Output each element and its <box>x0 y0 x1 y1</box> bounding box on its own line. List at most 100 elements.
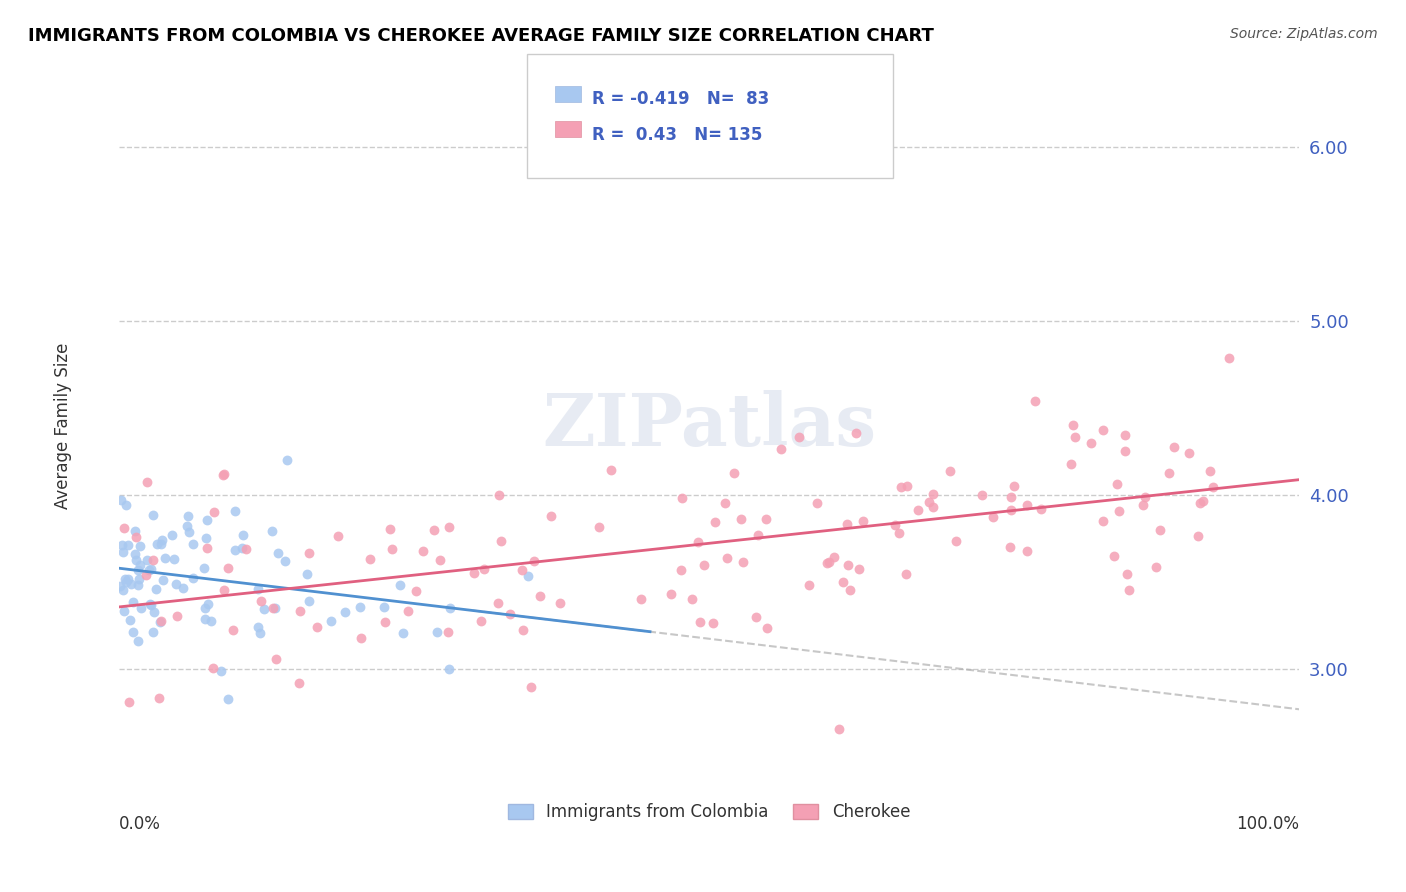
Text: Average Family Size: Average Family Size <box>53 343 72 508</box>
Point <box>115 574 138 589</box>
Point <box>288 604 311 618</box>
Point <box>388 578 411 592</box>
Point <box>1114 443 1136 458</box>
Point <box>733 555 755 569</box>
Point <box>1000 503 1022 517</box>
Point <box>1102 549 1125 563</box>
Point <box>723 467 745 481</box>
Point <box>127 564 149 578</box>
Point <box>217 692 239 706</box>
Point <box>359 552 381 566</box>
Point <box>1177 446 1199 460</box>
Point <box>195 541 218 555</box>
Point <box>894 566 917 581</box>
Point <box>839 583 862 598</box>
Point <box>817 556 839 570</box>
Point <box>437 520 460 534</box>
Point <box>412 543 434 558</box>
Point <box>307 620 329 634</box>
Point <box>247 620 270 634</box>
Point <box>374 615 396 629</box>
Point <box>945 534 967 549</box>
Point <box>907 503 929 517</box>
Point <box>288 675 311 690</box>
Point <box>1149 523 1171 537</box>
Point <box>510 563 533 577</box>
Point <box>437 625 460 640</box>
Point <box>108 579 131 593</box>
Point <box>117 572 139 586</box>
Point <box>326 529 349 543</box>
Point <box>1115 566 1137 581</box>
Point <box>127 578 149 592</box>
Point <box>112 544 135 558</box>
Point <box>806 496 828 510</box>
Point <box>122 595 145 609</box>
Point <box>165 577 187 591</box>
Point <box>918 495 941 509</box>
Point <box>1163 440 1185 454</box>
Point <box>837 516 859 531</box>
Point <box>972 488 994 502</box>
Point <box>517 569 540 583</box>
Point <box>155 550 177 565</box>
Point <box>1202 480 1225 494</box>
Point <box>747 528 769 542</box>
Legend: Immigrants from Colombia, Cherokee: Immigrants from Colombia, Cherokee <box>501 797 917 828</box>
Point <box>681 592 703 607</box>
Point <box>298 594 321 608</box>
Point <box>335 605 357 619</box>
Point <box>145 582 167 597</box>
Point <box>1218 351 1240 366</box>
Point <box>396 604 419 618</box>
Point <box>110 492 132 507</box>
Point <box>183 572 205 586</box>
Point <box>247 582 270 596</box>
Point <box>1188 495 1211 509</box>
Point <box>148 690 170 705</box>
Point <box>136 553 159 567</box>
Point <box>224 543 246 558</box>
Point <box>204 505 226 519</box>
Point <box>125 553 148 567</box>
Point <box>124 524 146 538</box>
Point <box>540 509 562 524</box>
Point <box>321 614 343 628</box>
Point <box>250 594 273 608</box>
Point <box>197 597 219 611</box>
Point <box>124 548 146 562</box>
Point <box>122 625 145 640</box>
Point <box>488 488 510 502</box>
Point <box>112 604 135 618</box>
Point <box>195 513 218 527</box>
Point <box>141 562 163 576</box>
Point <box>378 522 401 536</box>
Point <box>143 605 166 619</box>
Point <box>150 533 173 547</box>
Point <box>117 538 139 552</box>
Text: 0.0%: 0.0% <box>118 815 160 833</box>
Point <box>797 578 820 592</box>
Point <box>512 623 534 637</box>
Point <box>787 430 810 444</box>
Point <box>896 478 918 492</box>
Point <box>152 573 174 587</box>
Point <box>172 582 194 596</box>
Point <box>889 525 911 540</box>
Point <box>1114 428 1136 442</box>
Point <box>702 616 724 631</box>
Point <box>1144 560 1167 574</box>
Point <box>630 591 652 606</box>
Point <box>1157 466 1180 480</box>
Point <box>1192 494 1215 508</box>
Point <box>1091 514 1114 528</box>
Point <box>1187 529 1209 543</box>
Point <box>883 517 905 532</box>
Point <box>770 442 793 456</box>
Point <box>276 453 298 467</box>
Point <box>114 572 136 586</box>
Point <box>112 583 135 598</box>
Point <box>588 520 610 534</box>
Point <box>253 601 276 615</box>
Point <box>845 426 868 441</box>
